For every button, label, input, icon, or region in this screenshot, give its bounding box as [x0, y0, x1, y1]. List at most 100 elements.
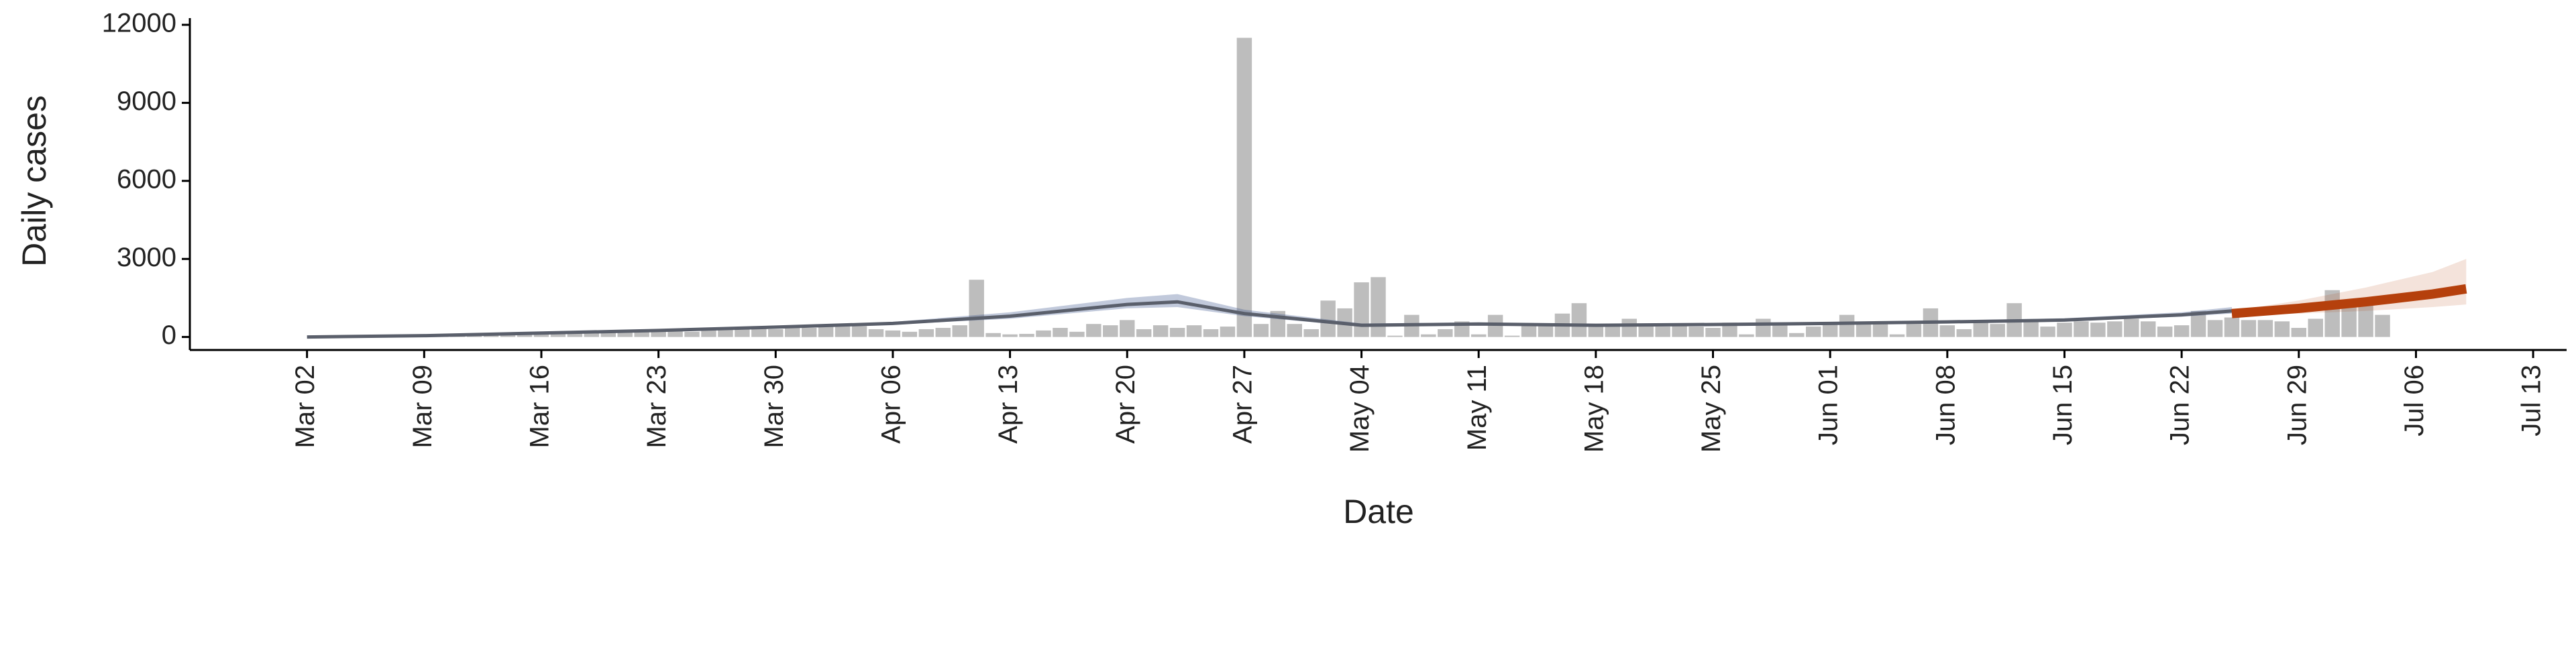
bar	[818, 327, 834, 337]
bar	[1571, 303, 1587, 337]
bar	[868, 329, 884, 337]
bar	[651, 330, 666, 337]
bar	[935, 328, 951, 337]
y-axis-title: Daily cases	[15, 95, 53, 267]
bar	[1371, 277, 1386, 337]
bar	[701, 330, 716, 337]
x-tick-label: Apr 27	[1228, 365, 1257, 444]
forecast-band	[2231, 259, 2467, 316]
bar	[1889, 334, 1905, 337]
bar	[2224, 317, 2240, 337]
bar	[2257, 320, 2273, 337]
bar	[1655, 327, 1670, 337]
bar	[1253, 324, 1269, 337]
bar	[1756, 318, 1771, 337]
bar	[550, 333, 566, 337]
bar	[952, 325, 967, 337]
bar	[1705, 328, 1721, 337]
bar	[969, 280, 984, 337]
bar	[1421, 334, 1436, 337]
bar	[1152, 325, 1169, 337]
x-tick-label: May 25	[1697, 365, 1726, 453]
x-tick-label: Apr 13	[994, 365, 1023, 444]
bar	[1220, 327, 1236, 337]
bar	[718, 329, 733, 337]
bar	[1672, 324, 1687, 337]
bar	[2057, 322, 2072, 337]
bar	[1688, 327, 1704, 337]
bar	[1120, 320, 1135, 337]
bar	[1320, 300, 1336, 337]
x-tick-label: Jun 15	[2048, 365, 2078, 445]
bar	[1086, 324, 1102, 337]
bar	[2040, 327, 2055, 337]
bar	[684, 331, 700, 337]
bar	[885, 330, 901, 337]
bar	[584, 331, 600, 337]
bar	[1236, 38, 1252, 337]
bar	[634, 331, 649, 337]
bar	[1504, 335, 1520, 337]
bar	[2141, 321, 2156, 337]
bar	[851, 326, 867, 337]
bar	[2023, 321, 2039, 337]
bar	[735, 329, 750, 337]
bar	[617, 330, 633, 337]
bar	[2174, 325, 2190, 337]
bar	[1856, 324, 1872, 337]
x-tick-label: Jun 08	[1931, 365, 1960, 445]
bar	[500, 335, 516, 337]
bar	[2375, 314, 2390, 337]
bar	[2358, 306, 2373, 337]
bar	[667, 329, 683, 337]
bar	[751, 328, 767, 337]
x-tick-label: May 04	[1345, 365, 1375, 453]
bar	[1906, 324, 1922, 337]
x-tick-label: May 11	[1462, 365, 1492, 451]
bar	[2341, 306, 2357, 337]
bar	[1605, 325, 1621, 337]
bar	[2241, 320, 2257, 337]
x-tick-label: Mar 23	[642, 365, 672, 449]
bar	[1103, 325, 1118, 337]
bar	[918, 329, 934, 337]
x-axis-title: Date	[1343, 493, 1414, 530]
bar	[1772, 324, 1788, 337]
bar	[600, 331, 616, 337]
x-tick-label: Mar 02	[290, 365, 320, 449]
bar	[1169, 328, 1185, 337]
bar	[533, 333, 549, 337]
bar	[1789, 333, 1805, 337]
x-tick-label: Jul 13	[2517, 365, 2546, 436]
bar	[1354, 282, 1369, 337]
bar	[1872, 322, 1888, 337]
bar	[1019, 333, 1034, 337]
bar	[2207, 320, 2223, 337]
bar	[1538, 325, 1554, 337]
y-tick-label: 9000	[117, 86, 176, 116]
y-tick-label: 6000	[117, 164, 176, 194]
bar	[1069, 331, 1085, 337]
y-tick-label: 0	[162, 320, 176, 350]
x-tick-label: Jun 29	[2282, 365, 2312, 445]
x-tick-label: Mar 09	[408, 365, 437, 449]
forecast-line	[2231, 284, 2467, 318]
bar	[517, 334, 533, 337]
nowcast-line	[307, 300, 2233, 339]
y-tick-label: 12000	[102, 9, 176, 38]
bar	[466, 336, 482, 337]
bar	[2157, 327, 2173, 337]
bar	[2074, 321, 2089, 337]
bar	[1387, 335, 1403, 337]
bar	[835, 325, 851, 337]
bar	[1739, 334, 1754, 337]
y-tick-label: 3000	[117, 243, 176, 272]
bar	[1203, 329, 1219, 337]
x-tick-label: May 18	[1579, 365, 1609, 453]
bar	[784, 327, 800, 337]
bar	[2090, 322, 2106, 337]
bar	[1990, 324, 2005, 337]
bar	[1805, 327, 1821, 337]
x-tick-label: Jun 01	[1814, 365, 1843, 445]
